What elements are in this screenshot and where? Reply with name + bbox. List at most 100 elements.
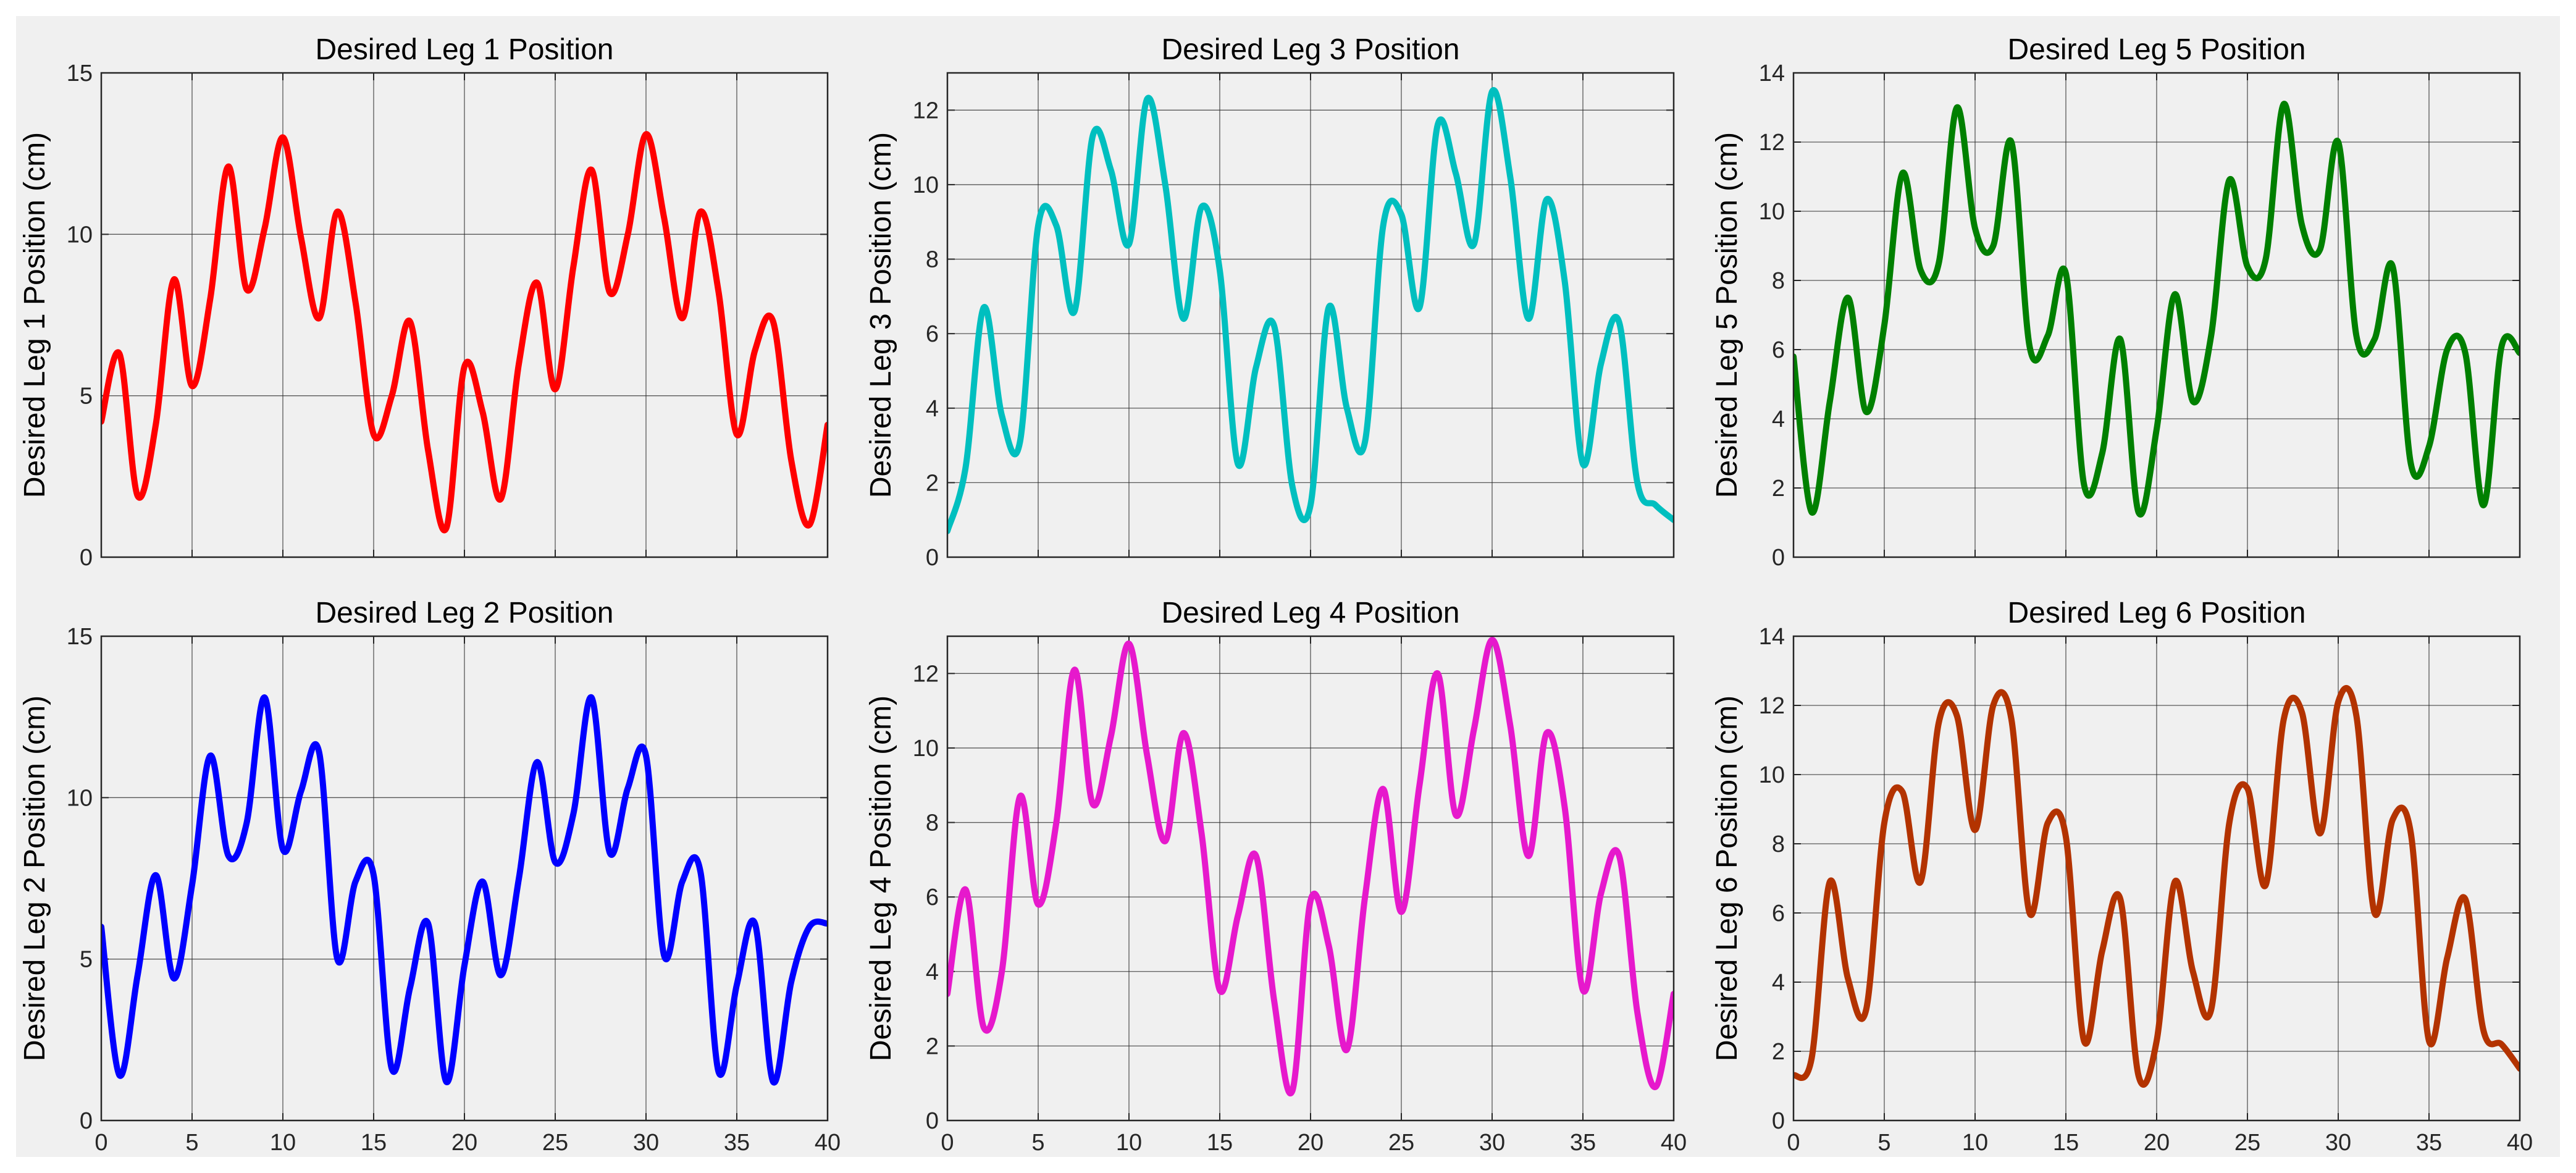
x-tick-label: 40 [2507, 1130, 2533, 1156]
data-point [1453, 170, 1459, 176]
x-tick-label: 10 [1962, 1130, 1988, 1156]
data-point [2462, 896, 2468, 902]
data-point [498, 972, 503, 978]
data-point [1991, 243, 1996, 248]
data-point [1471, 242, 1477, 247]
data-point [571, 264, 576, 269]
data-point [462, 364, 467, 369]
data-point [244, 287, 250, 292]
data-point [1090, 801, 1096, 807]
data-point [2245, 264, 2250, 269]
y-tick-label: 2 [1772, 476, 1785, 502]
data-point [807, 522, 812, 528]
data-point [1616, 853, 1622, 859]
data-point [1845, 295, 1851, 300]
data-point [589, 695, 594, 700]
data-point [498, 496, 503, 502]
data-point [2063, 271, 2068, 276]
data-point [661, 216, 667, 221]
data-point [734, 432, 739, 437]
data-point [1863, 1007, 1869, 1012]
data-point [117, 351, 122, 356]
data-point [2008, 717, 2014, 722]
data-point [1616, 320, 1622, 326]
data-point [2354, 333, 2359, 338]
data-point [644, 132, 648, 137]
data-point [1580, 987, 1585, 993]
data-point [2209, 1007, 2214, 1012]
data-point [2027, 910, 2033, 915]
data-point [1072, 667, 1077, 673]
data-point [1253, 853, 1259, 859]
data-point [2245, 786, 2250, 791]
data-point [2427, 444, 2431, 449]
data-point [1144, 753, 1150, 758]
data-point [190, 384, 195, 389]
data-point [1863, 409, 1869, 414]
data-point [752, 348, 758, 353]
y-tick-label: 0 [926, 545, 939, 571]
data-point [1635, 1010, 1640, 1015]
data-point [2209, 333, 2214, 338]
data-point [1417, 783, 1422, 788]
data-point [1918, 879, 1923, 885]
y-tick-label: 6 [1772, 337, 1785, 363]
data-point [1490, 637, 1495, 642]
data-point [1162, 838, 1168, 844]
data-point [2499, 343, 2504, 349]
data-point [1199, 204, 1204, 210]
y-tick-label: 6 [926, 321, 939, 347]
y-tick-label: 15 [67, 624, 93, 650]
y-tick-label: 8 [1772, 831, 1785, 857]
y-tick-label: 2 [1772, 1039, 1785, 1065]
axes-box [946, 635, 1675, 1122]
y-tick-label: 10 [913, 736, 939, 762]
axes-box [1792, 635, 2521, 1122]
data-point [770, 319, 776, 324]
axes-box [100, 635, 829, 1122]
x-tick-label: 15 [2053, 1130, 2079, 1156]
y-tick-label: 0 [80, 1108, 93, 1134]
data-point [2118, 337, 2123, 342]
plot-panel-6: 0 5 10 15 20 25 30 35 40 0 2 4 6 8 10 12 14 Desired Leg 6… [1711, 597, 2533, 1156]
data-point [1181, 316, 1186, 321]
data-point [2372, 337, 2377, 342]
data-point [2081, 482, 2087, 487]
chart-title: Desired Leg 5 Position [2008, 33, 2306, 66]
y-tick-label: 12 [1759, 130, 1785, 156]
x-tick-label: 40 [815, 1130, 841, 1156]
data-point [534, 759, 540, 765]
data-point [1544, 730, 1550, 736]
data-point [1918, 267, 1923, 273]
x-tick-label: 35 [2416, 1130, 2442, 1156]
data-point [2299, 222, 2305, 228]
data-point [1181, 730, 1186, 736]
axes-box [100, 72, 829, 558]
data-point [2045, 820, 2050, 826]
data-point [1453, 812, 1459, 818]
data-point [1882, 322, 1887, 328]
y-tick-label: 10 [913, 172, 939, 198]
y-tick-label: 10 [1759, 199, 1785, 225]
y-axis-label: Desired Leg 4 Position (cm) [865, 696, 897, 1061]
data-point [1090, 133, 1096, 139]
data-point [1126, 641, 1131, 647]
y-axis-label: Desired Leg 5 Position (cm) [1711, 132, 1743, 498]
data-point [1508, 174, 1513, 180]
data-point [225, 164, 231, 169]
data-point [553, 387, 558, 392]
data-point [298, 235, 304, 240]
y-tick-label: 6 [926, 885, 939, 910]
data-point [1290, 1088, 1295, 1093]
data-point [1954, 713, 1960, 718]
plot-panel-4: 0 5 10 15 20 25 30 35 40 0 5 10 15 Desired Leg 2 Posi… [19, 597, 841, 1156]
data-point [1235, 461, 1241, 467]
data-point [1054, 820, 1059, 825]
data-point [1126, 242, 1131, 247]
data-point [789, 979, 794, 985]
data-point [135, 972, 140, 978]
data-point [981, 305, 986, 310]
x-tick-label: 10 [1116, 1130, 1142, 1156]
data-point [1399, 212, 1404, 217]
data-point [353, 300, 358, 305]
